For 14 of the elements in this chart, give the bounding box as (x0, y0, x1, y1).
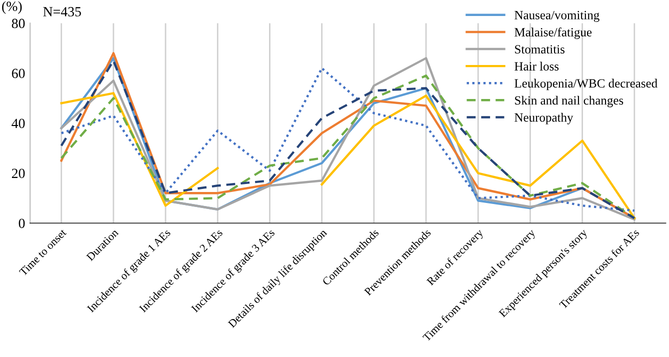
legend-label: Nausea/vomiting (514, 10, 600, 22)
legend-label: Malaise/fatigue (514, 28, 592, 40)
legend-label: Hair loss (514, 62, 559, 71)
y-tick-label: 60 (12, 68, 25, 78)
legend-label: Stomatitis (515, 45, 564, 54)
text: N=435 (43, 7, 81, 16)
y-tick-label: 80 (12, 18, 25, 28)
y-tick-label: 20 (12, 168, 25, 178)
y-axis-title: (%) (2, 1, 22, 14)
y-tick-label: 0 (18, 218, 25, 228)
y-tick-label: 40 (12, 118, 25, 128)
legend-label: Skin and nail changes (515, 96, 624, 108)
legend-label: Neuropathy (514, 112, 574, 124)
legend-label: Leukopenia/WBC decreased (514, 78, 658, 90)
